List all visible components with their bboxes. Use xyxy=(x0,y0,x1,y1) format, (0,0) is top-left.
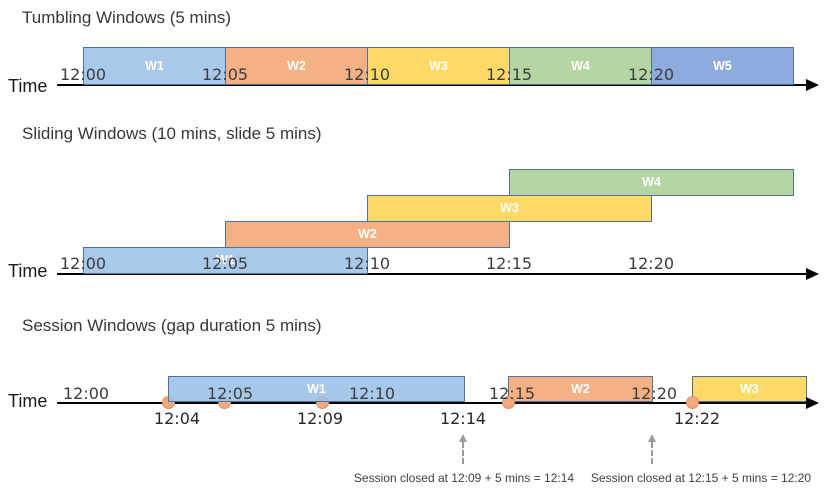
arrow-dashed-stem xyxy=(651,442,653,464)
tumbling-window-w1: W1 xyxy=(83,47,226,85)
session-event-dot-1222 xyxy=(686,396,699,409)
tumbling-tick-1215: 12:15 xyxy=(485,65,533,84)
tumbling-tick-1220: 12:20 xyxy=(627,65,675,84)
tumbling-tick-1205: 12:05 xyxy=(201,65,249,84)
session-closed-annotation-2: Session closed at 12:15 + 5 mins = 12:20 xyxy=(590,471,812,485)
arrow-up-head-icon xyxy=(459,434,467,442)
sliding-time-axis-label: Time xyxy=(8,261,48,281)
sliding-axis-arrowhead-icon xyxy=(806,268,819,280)
tumbling-tick-1210: 12:10 xyxy=(343,65,391,84)
session-section-title: Session Windows (gap duration 5 mins) xyxy=(22,316,322,335)
sliding-time-axis xyxy=(57,273,808,275)
arrow-dashed-stem xyxy=(462,442,464,464)
sliding-window-w2: W2 xyxy=(225,221,510,248)
session-window-w1-label: W1 xyxy=(307,381,326,396)
session-tick-1220: 12:20 xyxy=(630,384,678,403)
sliding-window-w4: W4 xyxy=(509,169,794,196)
sliding-window-w3-label: W3 xyxy=(500,201,519,216)
session-window-w2-label: W2 xyxy=(571,381,590,396)
tumbling-time-axis xyxy=(57,84,808,86)
session-time-axis-label: Time xyxy=(8,391,48,411)
sliding-window-w2-label: W2 xyxy=(358,227,377,242)
sliding-tick-1215: 12:15 xyxy=(485,254,533,273)
session-event-time-1214: 12:14 xyxy=(439,409,487,428)
tumbling-window-w5-label: W5 xyxy=(713,58,732,73)
session-window-w3-label: W3 xyxy=(740,381,759,396)
session-event-time-1222: 12:22 xyxy=(673,409,721,428)
tumbling-window-w2-label: W2 xyxy=(287,58,306,73)
session-window-w1: W1 xyxy=(168,376,465,402)
sliding-tick-1200: 12:00 xyxy=(59,254,107,273)
tumbling-window-w2: W2 xyxy=(225,47,368,85)
sliding-tick-1220: 12:20 xyxy=(627,254,675,273)
tumbling-axis-arrowhead-icon xyxy=(806,79,819,91)
tumbling-window-w1-label: W1 xyxy=(145,58,164,73)
tumbling-tick-1200: 12:00 xyxy=(59,65,107,84)
sliding-window-w4-label: W4 xyxy=(642,175,661,190)
session-axis-arrowhead-icon xyxy=(806,397,819,409)
session-tick-1215: 12:15 xyxy=(488,384,536,403)
tumbling-window-w3-label: W3 xyxy=(429,58,448,73)
session-closed-annotation-1: Session closed at 12:09 + 5 mins = 12:14 xyxy=(353,471,575,485)
session-event-dot-1215 xyxy=(502,396,515,409)
tumbling-window-w4-label: W4 xyxy=(571,58,590,73)
sliding-window-w1: W1 xyxy=(83,247,368,274)
session-event-time-1209: 12:09 xyxy=(296,409,344,428)
session-event-time-1204: 12:04 xyxy=(153,409,201,428)
sliding-tick-1210: 12:10 xyxy=(343,254,391,273)
session-tick-1200: 12:00 xyxy=(62,384,110,403)
session-window-w3: W3 xyxy=(692,376,807,402)
session-tick-1205: 12:05 xyxy=(206,384,254,403)
tumbling-time-axis-label: Time xyxy=(8,76,48,96)
sliding-window-w1-label: W1 xyxy=(216,253,235,268)
tumbling-window-w3: W3 xyxy=(367,47,510,85)
session-tick-1210: 12:10 xyxy=(348,384,396,403)
sliding-window-w3: W3 xyxy=(367,195,652,222)
session-window-w2: W2 xyxy=(508,376,653,402)
tumbling-section-title: Tumbling Windows (5 mins) xyxy=(22,8,232,27)
sliding-tick-1205: 12:05 xyxy=(201,254,249,273)
arrow-up-head-icon xyxy=(648,434,656,442)
sliding-section-title: Sliding Windows (10 mins, slide 5 mins) xyxy=(22,124,322,143)
session-time-axis xyxy=(57,402,808,404)
tumbling-window-w5: W5 xyxy=(651,47,794,85)
